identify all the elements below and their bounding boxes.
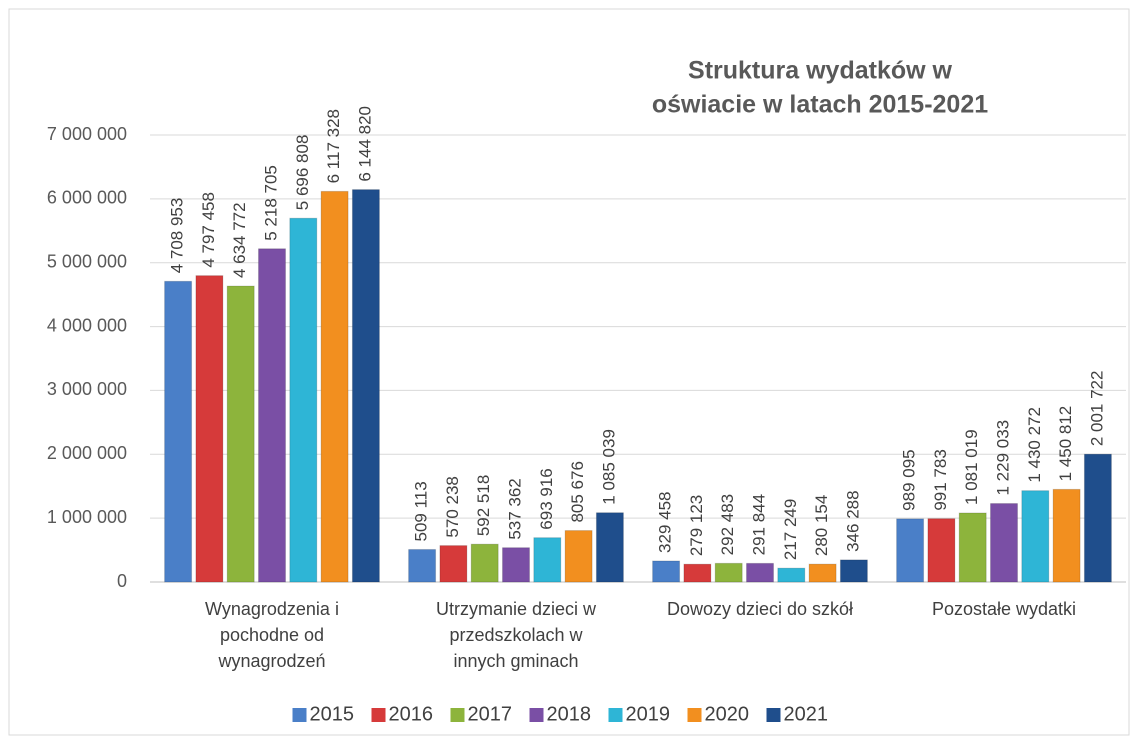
data-label: 1 450 812 (1056, 406, 1075, 482)
chart-title: Struktura wydatków w (688, 57, 952, 85)
bar (439, 545, 468, 583)
bar (1052, 488, 1081, 583)
data-label: 991 783 (931, 449, 950, 510)
y-tick-label: 1 000 000 (47, 507, 127, 527)
bar (226, 285, 255, 583)
y-tick-label: 6 000 000 (47, 188, 127, 208)
x-tick-label: pochodne od (220, 625, 324, 645)
data-label: 570 238 (443, 476, 462, 537)
y-tick-label: 4 000 000 (47, 315, 127, 335)
legend-swatch (292, 708, 307, 722)
legend-swatch (529, 708, 544, 722)
y-tick-label: 3 000 000 (47, 379, 127, 399)
bar (777, 567, 806, 583)
data-label: 6 117 328 (324, 109, 343, 183)
y-tick-label: 0 (117, 571, 127, 591)
data-label: 217 249 (781, 499, 800, 560)
legend-label: 2021 (784, 703, 829, 725)
bar (746, 562, 774, 583)
legend-label: 2020 (705, 703, 750, 725)
bar (652, 560, 681, 583)
x-tick-label: wynagrodzeń (217, 651, 325, 671)
bar (470, 543, 499, 583)
data-label: 1 430 272 (1025, 407, 1044, 483)
data-label: 805 676 (568, 461, 587, 522)
bar (683, 563, 712, 583)
x-tick-label: Dowozy dzieci do szkół (667, 599, 853, 619)
data-label: 1 081 019 (962, 429, 981, 505)
data-label: 537 362 (505, 478, 524, 539)
bar (320, 190, 349, 583)
bar (714, 562, 743, 583)
data-label: 292 483 (718, 494, 737, 555)
data-label: 989 095 (900, 449, 919, 510)
legend-label: 2015 (310, 703, 355, 725)
bar (502, 547, 530, 583)
data-label: 279 123 (687, 495, 706, 556)
x-tick-label: innych gminach (453, 651, 578, 671)
bar (808, 563, 837, 583)
bar (896, 518, 925, 583)
data-label: 1 085 039 (599, 429, 618, 505)
bar (408, 548, 437, 583)
legend-swatch (608, 708, 623, 722)
x-tick-label: Utrzymanie dzieci w (436, 599, 597, 619)
chart-title: oświacie w latach 2015-2021 (652, 91, 988, 119)
bar (533, 537, 562, 583)
data-label: 4 708 953 (168, 198, 187, 274)
data-label: 291 844 (749, 494, 768, 555)
legend-swatch (371, 708, 386, 722)
bar (1083, 453, 1112, 583)
bar (564, 530, 593, 583)
bar (1021, 490, 1050, 583)
bar (839, 559, 868, 583)
legend-label: 2019 (626, 703, 671, 725)
bar (258, 248, 286, 583)
bar (195, 275, 224, 583)
chart-frame (8, 8, 1130, 736)
legend-swatch (766, 708, 781, 722)
x-tick-label: Pozostałe wydatki (932, 599, 1076, 619)
bar (595, 512, 624, 583)
bar (927, 518, 956, 583)
legend-swatch (687, 708, 702, 722)
data-label: 329 458 (656, 492, 675, 553)
data-label: 5 218 705 (261, 165, 280, 241)
data-label: 592 518 (474, 475, 493, 536)
bar (164, 280, 193, 583)
data-label: 2 001 722 (1087, 371, 1106, 447)
data-label: 693 916 (537, 468, 556, 529)
data-label: 346 288 (843, 490, 862, 551)
y-tick-label: 7 000 000 (47, 124, 127, 144)
legend-label: 2017 (468, 703, 513, 725)
bar (289, 217, 318, 583)
y-tick-label: 5 000 000 (47, 251, 127, 271)
bar (990, 503, 1018, 583)
x-tick-label: przedszkolach w (449, 625, 583, 645)
data-label: 4 634 772 (230, 202, 249, 278)
y-tick-label: 2 000 000 (47, 443, 127, 463)
data-label: 280 154 (812, 495, 831, 556)
data-label: 509 113 (412, 481, 431, 541)
data-label: 1 229 033 (993, 420, 1012, 496)
legend-swatch (450, 708, 465, 722)
data-label: 5 696 808 (293, 135, 312, 211)
data-label: 4 797 458 (199, 192, 218, 268)
legend-label: 2016 (389, 703, 434, 725)
bar (351, 189, 380, 583)
bar (958, 512, 987, 583)
x-tick-label: Wynagrodzenia i (205, 599, 339, 619)
legend-label: 2018 (547, 703, 592, 725)
data-label: 6 144 820 (355, 106, 374, 182)
